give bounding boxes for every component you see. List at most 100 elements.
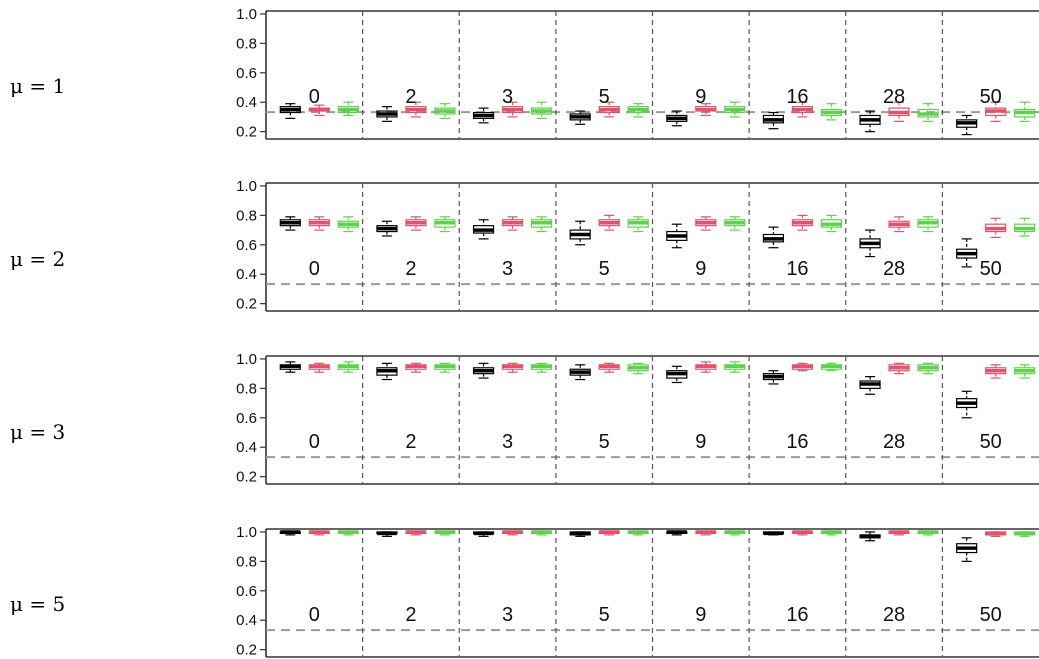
panel-label: μ = 3	[10, 420, 65, 444]
box-group-3-series-0	[472, 219, 495, 240]
box-group-50-series-1	[985, 364, 1007, 379]
group-label: 28	[883, 86, 905, 108]
box-group-5-series-2	[627, 362, 649, 375]
box-group-3-series-0	[472, 531, 495, 537]
y-tick-label: 1.0	[236, 351, 257, 368]
box-group-2-series-1	[405, 101, 427, 118]
group-label: 2	[405, 431, 416, 453]
box-group-50-series-0	[956, 537, 978, 562]
y-tick-label: 1.0	[236, 6, 257, 23]
box-group-5-series-0	[569, 220, 591, 246]
box-group-50-series-2	[1014, 101, 1036, 122]
box-group-28-series-2	[917, 103, 939, 122]
group-label: 2	[405, 258, 416, 280]
group-label: 9	[695, 86, 706, 108]
y-tick-label: 0.6	[236, 583, 257, 600]
box-group-9-series-0	[666, 530, 688, 536]
box-group-16-series-2	[820, 362, 843, 372]
box-group-9-series-1	[695, 361, 717, 373]
box-group-50-series-2	[1014, 217, 1036, 237]
panel-2: μ = 2 0.2 0.4 0.6 0.8 1.0 0 2 3 5 9 16 28 50	[10, 178, 1039, 313]
box-group-0-series-0	[279, 361, 301, 373]
box-group-50-series-1	[985, 531, 1007, 537]
group-label: 0	[309, 431, 320, 453]
box-group-16-series-1	[791, 214, 814, 231]
box-group-5-series-2	[627, 530, 649, 536]
box-group-28-series-1	[888, 216, 910, 233]
box-group-16-series-0	[762, 370, 785, 385]
box-group-9-series-2	[724, 216, 746, 231]
y-tick-label: 0.2	[236, 124, 257, 141]
panel-label: μ = 5	[10, 592, 65, 616]
group-label: 50	[980, 86, 1002, 108]
box-group-16-series-1	[791, 530, 814, 536]
box-group-0-series-2	[337, 216, 359, 233]
y-tick-label: 0.2	[236, 296, 257, 313]
group-label: 3	[502, 431, 513, 453]
box-group-5-series-1	[598, 101, 620, 118]
group-label: 5	[599, 431, 610, 453]
box-group-50-series-1	[985, 101, 1007, 122]
box-group-2-series-2	[434, 103, 456, 120]
box-group-2-series-1	[405, 216, 427, 231]
box-group-2-series-0	[376, 362, 398, 381]
box-group-5-series-1	[598, 214, 620, 231]
box-group-0-series-1	[308, 530, 330, 536]
box-group-28-series-1	[888, 362, 910, 375]
box-group-2-series-0	[376, 220, 398, 237]
group-label: 0	[309, 604, 320, 626]
box-group-5-series-2	[627, 216, 649, 233]
y-tick-label: 0.6	[236, 237, 257, 254]
panel-1: μ = 1 0.2 0.4 0.6 0.8 1.0 0 2 3 5 9 16 28 50	[10, 6, 1039, 141]
y-tick-label: 0.4	[236, 612, 257, 629]
box-group-5-series-2	[627, 103, 649, 118]
group-label: 50	[980, 604, 1002, 626]
box-group-0-series-0	[279, 216, 301, 231]
box-group-9-series-1	[695, 216, 717, 231]
box-group-0-series-2	[337, 530, 359, 536]
box-group-3-series-1	[501, 101, 524, 118]
box-group-3-series-2	[530, 530, 553, 536]
box-group-5-series-1	[598, 530, 620, 536]
group-label: 3	[502, 258, 513, 280]
group-label: 3	[502, 86, 513, 108]
panel-label: μ = 2	[10, 247, 65, 271]
box-group-50-series-2	[1014, 531, 1036, 537]
box-group-28-series-0	[859, 375, 881, 395]
box-group-3-series-1	[501, 216, 524, 231]
box-group-28-series-2	[917, 362, 939, 375]
box-group-16-series-0	[762, 531, 785, 536]
box-group-50-series-0	[956, 390, 978, 419]
box-group-3-series-1	[501, 362, 524, 373]
group-label: 50	[980, 258, 1002, 280]
box-group-9-series-2	[724, 361, 746, 373]
box-group-2-series-1	[405, 530, 427, 536]
box-group-3-series-2	[530, 101, 553, 120]
box-group-16-series-0	[762, 111, 785, 130]
y-tick-label: 0.8	[236, 380, 257, 397]
y-tick-label: 0.2	[236, 469, 257, 486]
y-tick-label: 0.8	[236, 35, 257, 52]
box-group-9-series-0	[666, 365, 688, 384]
y-tick-label: 0.8	[236, 553, 257, 570]
group-label: 2	[405, 604, 416, 626]
group-label: 5	[599, 604, 610, 626]
y-tick-label: 0.2	[236, 642, 257, 659]
group-label: 2	[405, 86, 416, 108]
box-group-50-series-0	[956, 238, 978, 268]
group-label: 0	[309, 258, 320, 280]
group-label: 16	[786, 431, 808, 453]
box-group-16-series-2	[820, 214, 843, 233]
box-group-28-series-1	[888, 530, 910, 536]
box-group-3-series-1	[501, 530, 524, 536]
box-group-0-series-2	[337, 101, 359, 117]
box-group-5-series-1	[598, 362, 620, 373]
y-tick-label: 0.4	[236, 266, 257, 283]
group-label: 5	[599, 258, 610, 280]
box-group-5-series-0	[569, 531, 591, 537]
box-group-50-series-0	[956, 114, 978, 136]
group-label: 28	[883, 604, 905, 626]
box-group-50-series-1	[985, 217, 1007, 239]
box-group-5-series-0	[569, 364, 591, 381]
